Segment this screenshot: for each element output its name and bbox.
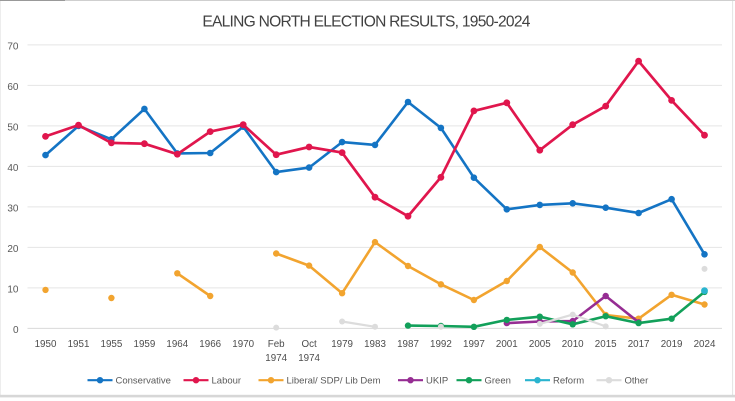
svg-text:1997: 1997 <box>463 339 485 350</box>
svg-text:1964: 1964 <box>166 339 188 350</box>
svg-text:1974: 1974 <box>265 353 287 364</box>
svg-text:0: 0 <box>13 325 19 336</box>
svg-text:2017: 2017 <box>628 339 650 350</box>
svg-text:1992: 1992 <box>430 339 452 350</box>
svg-text:1983: 1983 <box>364 339 386 350</box>
svg-text:2024: 2024 <box>694 339 716 350</box>
svg-text:Feb: Feb <box>268 339 285 350</box>
svg-text:10: 10 <box>7 285 19 296</box>
svg-text:30: 30 <box>7 204 19 215</box>
svg-text:1951: 1951 <box>68 339 90 350</box>
svg-text:50: 50 <box>7 123 19 134</box>
svg-text:2005: 2005 <box>529 339 551 350</box>
svg-text:Liberal/ SDP/ Lib Dem: Liberal/ SDP/ Lib Dem <box>287 376 381 387</box>
svg-text:Green: Green <box>485 376 511 387</box>
svg-text:EALING NORTH ELECTION RESULTS,: EALING NORTH ELECTION RESULTS, 1950-2024 <box>202 14 530 31</box>
svg-text:70: 70 <box>7 42 19 53</box>
svg-text:1955: 1955 <box>101 339 123 350</box>
svg-text:1974: 1974 <box>298 353 320 364</box>
svg-text:Other: Other <box>625 376 649 387</box>
svg-text:1959: 1959 <box>134 339 156 350</box>
svg-text:20: 20 <box>7 244 19 255</box>
svg-text:Conservative: Conservative <box>116 376 171 387</box>
svg-text:1966: 1966 <box>199 339 221 350</box>
svg-text:Labour: Labour <box>212 376 242 387</box>
svg-text:Reform: Reform <box>553 376 584 387</box>
svg-text:2001: 2001 <box>496 339 518 350</box>
svg-text:Oct: Oct <box>301 339 317 350</box>
svg-text:1970: 1970 <box>232 339 254 350</box>
svg-text:UKIP: UKIP <box>426 376 448 387</box>
svg-text:1979: 1979 <box>331 339 353 350</box>
svg-text:2019: 2019 <box>661 339 683 350</box>
svg-text:1950: 1950 <box>35 339 57 350</box>
svg-text:2010: 2010 <box>562 339 584 350</box>
svg-text:2015: 2015 <box>595 339 617 350</box>
svg-text:1987: 1987 <box>397 339 419 350</box>
svg-text:60: 60 <box>7 82 19 93</box>
svg-text:40: 40 <box>7 163 19 174</box>
